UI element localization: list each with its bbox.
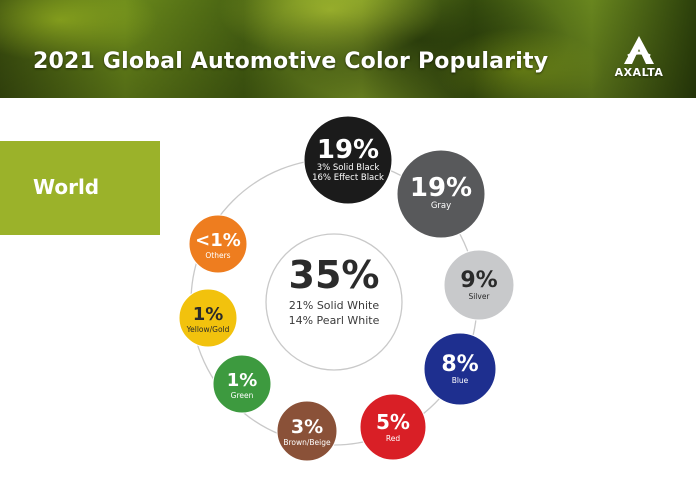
bubble-brown-beige: 3%Brown/Beige: [276, 400, 338, 462]
bubble-green: 1%Green: [212, 354, 272, 414]
bubble-red: 5%Red: [359, 393, 427, 461]
bubble-value-green: 1%: [227, 370, 258, 391]
bubble-circle-black: [303, 115, 393, 205]
axalta-logo: AXALTA: [604, 34, 674, 82]
center-detail-2: 14% Pearl White: [289, 314, 380, 327]
page-title: 2021 Global Automotive Color Popularity: [33, 49, 549, 74]
logo-text: AXALTA: [614, 66, 664, 79]
bubble-value-others: <1%: [195, 230, 241, 251]
bubble-value-blue: 8%: [441, 352, 478, 377]
bubble-detail-brown-beige-1: Brown/Beige: [283, 438, 331, 447]
bubble-circle-red: [359, 393, 427, 461]
region-label: World: [33, 175, 100, 199]
bubble-value-brown-beige: 3%: [291, 416, 323, 438]
bubble-detail-silver-1: Silver: [468, 292, 490, 301]
header-banner: [0, 0, 696, 98]
bubble-circle-others: [188, 214, 248, 274]
bubble-circle-blue: [423, 332, 497, 406]
bubble-value-black: 19%: [317, 135, 379, 165]
bubble-circle-yellow-gold: [178, 288, 238, 348]
bubble-others: <1%Others: [188, 214, 248, 274]
bubble-detail-red-1: Red: [386, 434, 400, 443]
bubble-circle-brown-beige: [276, 400, 338, 462]
bubble-gray: 19%Gray: [396, 149, 486, 239]
axalta-logo-icon: [624, 36, 654, 64]
bubble-detail-others-1: Others: [205, 251, 230, 260]
center-bubble-white: 35% 21% Solid White 14% Pearl White: [265, 233, 403, 371]
bubble-detail-yellow-gold-1: Yellow/Gold: [186, 325, 230, 334]
region-box: World: [0, 141, 160, 235]
bubble-detail-gray-1: Gray: [431, 201, 451, 211]
bubble-detail-blue-1: Blue: [452, 376, 469, 385]
bubble-circle-silver: [443, 249, 515, 321]
center-detail-1: 21% Solid White: [289, 299, 379, 312]
center-value-label: 35%: [289, 253, 380, 297]
bubble-value-silver: 9%: [460, 268, 497, 293]
bubble-value-gray: 19%: [410, 173, 472, 203]
bubble-detail-black-2: 16% Effect Black: [312, 173, 384, 183]
bubble-circle-green: [212, 354, 272, 414]
bubble-blue: 8%Blue: [423, 332, 497, 406]
center-bubble-circle: [265, 233, 403, 371]
bubble-detail-black-1: 3% Solid Black: [317, 163, 380, 173]
bubble-silver: 9%Silver: [443, 249, 515, 321]
bubble-detail-green-1: Green: [231, 391, 254, 400]
bubble-value-yellow-gold: 1%: [193, 304, 224, 325]
bubble-circle-gray: [396, 149, 486, 239]
bubble-yellow-gold: 1%Yellow/Gold: [178, 288, 238, 348]
bubble-value-red: 5%: [376, 410, 410, 434]
